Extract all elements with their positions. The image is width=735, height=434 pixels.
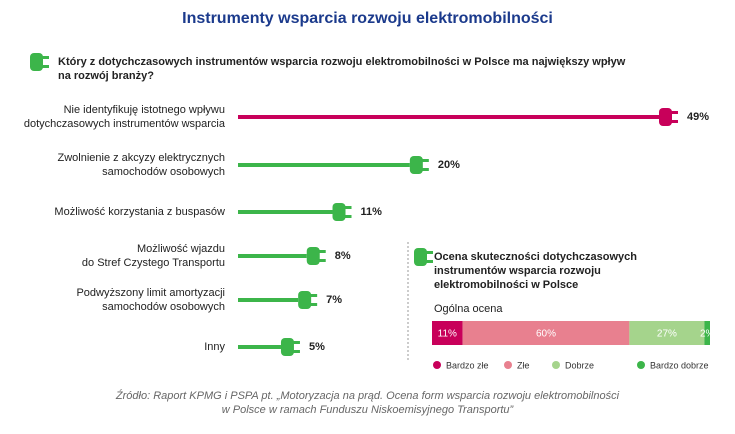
value-label: 5% (309, 341, 325, 353)
plug-prong (318, 259, 326, 262)
plug-body (409, 156, 423, 174)
plug-prong (426, 260, 433, 263)
legend-marker (637, 361, 645, 369)
bar (238, 298, 299, 302)
stacked-category: Ogólna ocena (434, 303, 503, 315)
category-label: Zwolnienie z akcyzy elektrycznych samoch… (57, 152, 225, 178)
plug-icon (298, 291, 318, 309)
plug-icon (659, 108, 678, 126)
legend-marker (504, 361, 512, 369)
bar (238, 163, 410, 167)
value-label: 8% (335, 250, 351, 262)
value-label: 7% (326, 294, 342, 306)
plug-icon (306, 247, 326, 265)
source: Źródło: Raport KPMG i PSPA pt. „Motoryza… (115, 390, 620, 416)
plug-icon (414, 248, 433, 266)
category-label: Inny (204, 341, 225, 353)
bar-segment (704, 321, 710, 345)
plug-prong (671, 120, 678, 123)
category-label: Nie identyfikuję istotnego wpływu dotych… (23, 104, 225, 130)
plug-prong (292, 350, 300, 353)
legend-marker (433, 361, 441, 369)
plug-prong (344, 206, 352, 209)
bar (238, 254, 307, 258)
value-label: 60% (536, 329, 556, 340)
plug-body (298, 291, 312, 309)
question: Który z dotychczasowych instrumentów wsp… (58, 56, 626, 82)
plug-body (414, 248, 427, 266)
legend-label: Bardzo złe (446, 360, 489, 370)
plug-body (280, 338, 294, 356)
legend-label: Dobrze (565, 360, 594, 370)
page-title: Instrumenty wsparcia rozwoju elektromobi… (182, 10, 553, 27)
bar-segment (629, 321, 705, 345)
plug-prong (421, 159, 429, 162)
bar (238, 115, 659, 119)
legend-label: Bardzo dobrze (650, 360, 709, 370)
plug-body (306, 247, 320, 265)
bar-segment (462, 321, 630, 345)
value-label: 49% (687, 111, 709, 123)
plug-prong (318, 250, 326, 253)
category-label: Możliwość korzystania z buspasów (54, 206, 225, 218)
plug-prong (310, 303, 318, 306)
stacked-title: Ocena skuteczności dotychczasowych instr… (434, 251, 637, 291)
value-label: 2% (700, 329, 715, 340)
bar (238, 210, 333, 214)
plug-icon (280, 338, 300, 356)
category-label: Możliwość wjazdu do Stref Czystego Trans… (81, 243, 225, 269)
value-label: 11% (438, 329, 457, 340)
value-label: 27% (657, 329, 677, 340)
plug-prong (426, 251, 433, 254)
value-label: 20% (438, 159, 460, 171)
bar (238, 345, 281, 349)
plug-prong (421, 168, 429, 171)
plug-body (30, 53, 43, 71)
bar-segment (432, 321, 463, 345)
plug-body (659, 108, 672, 126)
plug-icon (332, 203, 352, 221)
plug-prong (42, 56, 49, 59)
legend-marker (552, 361, 560, 369)
plug-icon (409, 156, 429, 174)
plug-icon (30, 53, 49, 71)
category-label: Podwyższony limit amortyzacji samochodów… (76, 287, 225, 313)
plug-prong (671, 111, 678, 114)
plug-body (332, 203, 346, 221)
plug-prong (344, 215, 352, 218)
plug-prong (42, 65, 49, 68)
value-label: 11% (361, 206, 383, 218)
plug-prong (310, 294, 318, 297)
legend-label: Złe (517, 360, 530, 370)
plug-prong (292, 341, 300, 344)
